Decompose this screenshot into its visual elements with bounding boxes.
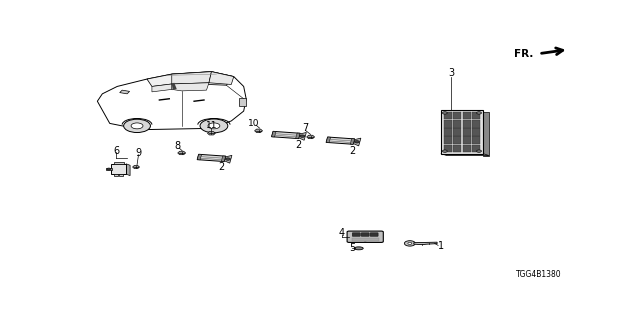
Bar xyxy=(463,137,470,144)
Circle shape xyxy=(131,123,143,129)
Bar xyxy=(444,137,452,144)
Polygon shape xyxy=(152,84,172,92)
Text: 8: 8 xyxy=(174,141,180,151)
Text: 2: 2 xyxy=(349,146,356,156)
Polygon shape xyxy=(126,164,130,176)
Polygon shape xyxy=(296,133,300,139)
Polygon shape xyxy=(299,132,307,140)
Bar xyxy=(441,110,483,154)
Bar xyxy=(463,128,470,136)
Polygon shape xyxy=(326,137,355,144)
Bar xyxy=(453,112,461,119)
Circle shape xyxy=(404,241,415,246)
Text: 7: 7 xyxy=(303,123,309,133)
FancyBboxPatch shape xyxy=(361,233,369,236)
Polygon shape xyxy=(172,83,209,91)
Bar xyxy=(463,120,470,128)
Bar xyxy=(444,128,452,136)
Text: FR.: FR. xyxy=(515,49,534,59)
Polygon shape xyxy=(120,90,129,94)
Bar xyxy=(472,128,480,136)
FancyBboxPatch shape xyxy=(347,231,383,243)
FancyBboxPatch shape xyxy=(352,233,360,236)
Circle shape xyxy=(363,238,367,241)
Bar xyxy=(239,98,246,106)
Text: 3: 3 xyxy=(448,68,454,78)
Polygon shape xyxy=(350,139,355,144)
Text: 10: 10 xyxy=(248,119,259,128)
Circle shape xyxy=(355,140,359,143)
Polygon shape xyxy=(172,72,211,84)
Bar xyxy=(119,174,123,176)
Polygon shape xyxy=(172,83,177,90)
Bar xyxy=(444,120,452,128)
Text: 9: 9 xyxy=(136,148,141,158)
Bar xyxy=(453,128,461,136)
Text: 4: 4 xyxy=(339,228,345,238)
Bar xyxy=(351,238,379,241)
Bar xyxy=(444,145,452,152)
Polygon shape xyxy=(147,72,234,86)
Polygon shape xyxy=(132,165,140,169)
Circle shape xyxy=(200,119,228,133)
Bar xyxy=(106,167,112,171)
Bar xyxy=(114,162,124,164)
Circle shape xyxy=(477,150,481,152)
Circle shape xyxy=(124,119,150,132)
Circle shape xyxy=(208,123,220,129)
Bar xyxy=(463,145,470,152)
Polygon shape xyxy=(307,135,315,139)
Polygon shape xyxy=(271,132,300,139)
Text: 6: 6 xyxy=(113,146,119,156)
Circle shape xyxy=(442,150,447,152)
Polygon shape xyxy=(271,132,276,137)
Polygon shape xyxy=(221,156,226,162)
Polygon shape xyxy=(197,154,202,160)
Bar xyxy=(444,112,452,119)
Polygon shape xyxy=(255,129,262,132)
Circle shape xyxy=(300,135,305,137)
Polygon shape xyxy=(414,242,437,244)
Circle shape xyxy=(225,158,230,160)
Circle shape xyxy=(107,168,111,170)
Bar xyxy=(472,120,480,128)
Ellipse shape xyxy=(355,247,364,250)
Text: 2: 2 xyxy=(295,140,301,150)
Circle shape xyxy=(477,112,481,114)
Text: 1: 1 xyxy=(438,241,444,252)
Polygon shape xyxy=(353,138,361,146)
Bar xyxy=(453,120,461,128)
Text: TGG4B1380: TGG4B1380 xyxy=(515,270,561,279)
Bar xyxy=(453,137,461,144)
Text: 11: 11 xyxy=(205,121,217,130)
Polygon shape xyxy=(225,155,232,163)
Polygon shape xyxy=(326,137,331,143)
Bar xyxy=(483,112,489,156)
Text: 2: 2 xyxy=(218,162,225,172)
Polygon shape xyxy=(441,154,489,156)
Bar xyxy=(463,112,470,119)
Polygon shape xyxy=(178,151,186,155)
Polygon shape xyxy=(97,72,246,130)
Bar xyxy=(453,145,461,152)
Bar xyxy=(472,112,480,119)
Text: 5: 5 xyxy=(349,243,355,253)
Polygon shape xyxy=(197,154,226,162)
Circle shape xyxy=(408,243,412,244)
Bar xyxy=(472,145,480,152)
Circle shape xyxy=(442,112,447,114)
Bar xyxy=(472,137,480,144)
Polygon shape xyxy=(207,132,216,135)
FancyBboxPatch shape xyxy=(370,233,378,236)
Bar xyxy=(114,174,118,176)
Bar xyxy=(111,164,126,174)
Polygon shape xyxy=(209,72,234,84)
